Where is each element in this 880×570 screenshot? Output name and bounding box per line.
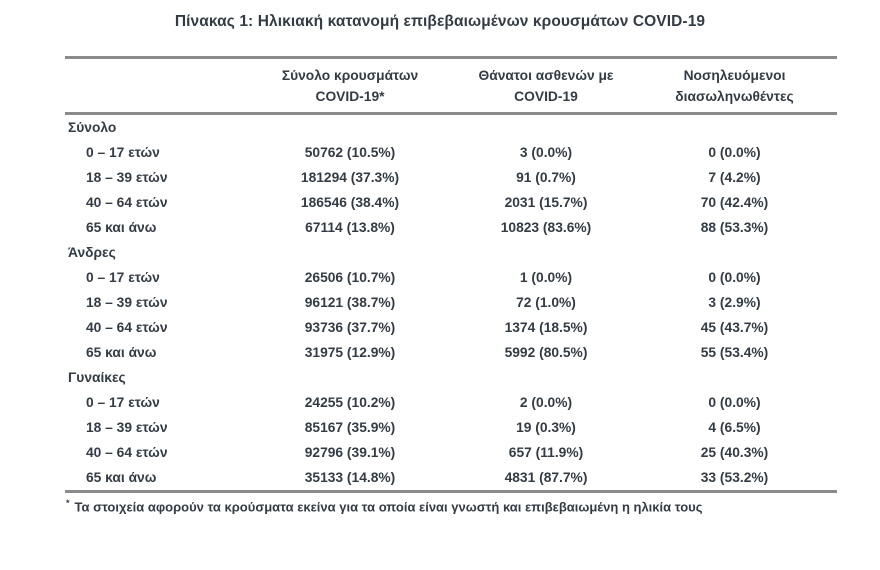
cases-value: 186546 (38.4%) — [300, 195, 400, 210]
section-label: Γυναίκες — [68, 370, 126, 385]
intubated-value: 33 (53.2%) — [700, 470, 769, 485]
section-row: Σύνολο — [65, 114, 837, 141]
age-group-label: 40 – 64 ετών — [86, 445, 168, 460]
cases-value: 31975 (12.9%) — [304, 345, 396, 360]
deaths-value: 91 (0.7%) — [516, 170, 576, 185]
table-row: 65 και άνω 67114 (13.8%) 10823 (83.6%) 8… — [65, 215, 837, 240]
table-row: 0 – 17 ετών 24255 (10.2%) 2 (0.0%) 0 (0.… — [65, 390, 837, 415]
intubated-value: 45 (43.7%) — [700, 320, 769, 335]
section-row: Άνδρες — [65, 240, 837, 265]
intubated-value: 0 (0.0%) — [708, 270, 761, 285]
deaths-value: 72 (1.0%) — [516, 295, 576, 310]
age-group-label: 40 – 64 ετών — [86, 195, 168, 210]
age-distribution-table: Σύνολο κρουσμάτων COVID-19* Θάνατοι ασθε… — [65, 56, 837, 493]
section-row: Γυναίκες — [65, 365, 837, 390]
cases-value: 96121 (38.7%) — [304, 295, 396, 310]
intubated-value: 55 (53.4%) — [700, 345, 769, 360]
header-row: Σύνολο κρουσμάτων COVID-19* Θάνατοι ασθε… — [65, 57, 837, 115]
intubated-value: 4 (6.5%) — [708, 420, 761, 435]
cases-value: 92796 (39.1%) — [304, 445, 396, 460]
table-row: 0 – 17 ετών 26506 (10.7%) 1 (0.0%) 0 (0.… — [65, 265, 837, 290]
table-row: 18 – 39 ετών 85167 (35.9%) 19 (0.3%) 4 (… — [65, 415, 837, 440]
table-row: 40 – 64 ετών 93736 (37.7%) 1374 (18.5%) … — [65, 315, 837, 340]
deaths-value: 1374 (18.5%) — [504, 320, 588, 335]
cases-value: 67114 (13.8%) — [305, 220, 395, 235]
cases-value: 93736 (37.7%) — [304, 320, 396, 335]
deaths-value: 3 (0.0%) — [519, 145, 573, 160]
table-row: 65 και άνω 31975 (12.9%) 5992 (80.5%) 55… — [65, 340, 837, 365]
header-spacer — [65, 57, 240, 115]
cases-value: 50762 (10.5%) — [304, 145, 396, 160]
intubated-value: 88 (53.3%) — [700, 220, 769, 235]
table-row: 65 και άνω 35133 (14.8%) 4831 (87.7%) 33… — [65, 465, 837, 492]
age-group-label: 65 και άνω — [86, 345, 157, 360]
deaths-value: 1 (0.0%) — [519, 270, 573, 285]
intubated-value: 25 (40.3%) — [700, 445, 769, 460]
header-total-cases: Σύνολο κρουσμάτων COVID-19* — [240, 57, 460, 115]
cases-value: 85167 (35.9%) — [304, 420, 396, 435]
header-intubated: Νοσηλευόμενοι διασωληνωθέντες — [632, 57, 837, 115]
table-row: 40 – 64 ετών 186546 (38.4%) 2031 (15.7%)… — [65, 190, 837, 215]
intubated-value: 3 (2.9%) — [708, 295, 761, 310]
age-group-label: 0 – 17 ετών — [86, 270, 160, 285]
age-group-label: 18 – 39 ετών — [86, 420, 168, 435]
section-label: Σύνολο — [68, 120, 117, 135]
intubated-value: 0 (0.0%) — [708, 145, 761, 160]
cases-value: 35133 (14.8%) — [304, 470, 396, 485]
cases-value: 181294 (37.3%) — [300, 170, 400, 185]
table-row: 40 – 64 ετών 92796 (39.1%) 657 (11.9%) 2… — [65, 440, 837, 465]
footnote-asterisk: * — [66, 498, 70, 508]
footnote-text: Τα στοιχεία αφορούν τα κρούσματα εκείνα … — [74, 499, 703, 515]
deaths-value: 2031 (15.7%) — [504, 195, 588, 210]
page-title: Πίνακας 1: Ηλικιακή κατανομή επιβεβαιωμέ… — [174, 13, 706, 30]
header-deaths: Θάνατοι ασθενών με COVID-19 — [460, 57, 632, 115]
age-group-label: 65 και άνω — [86, 470, 157, 485]
intubated-value: 0 (0.0%) — [708, 395, 761, 410]
age-group-label: 18 – 39 ετών — [86, 170, 168, 185]
age-group-label: 0 – 17 ετών — [86, 145, 160, 160]
intubated-value: 7 (4.2%) — [708, 170, 761, 185]
table-row: 18 – 39 ετών 181294 (37.3%) 91 (0.7%) 7 … — [65, 165, 837, 190]
deaths-value: 5992 (80.5%) — [504, 345, 588, 360]
deaths-value: 657 (11.9%) — [508, 445, 584, 460]
footnote: * Τα στοιχεία αφορούν τα κρούσματα εκείνα… — [66, 498, 838, 514]
deaths-value: 10823 (83.6%) — [500, 220, 592, 235]
deaths-value: 4831 (87.7%) — [504, 470, 588, 485]
age-group-label: 18 – 39 ετών — [86, 295, 168, 310]
age-group-label: 0 – 17 ετών — [86, 395, 160, 410]
cases-value: 26506 (10.7%) — [304, 270, 396, 285]
age-group-label: 65 και άνω — [86, 220, 157, 235]
age-group-label: 40 – 64 ετών — [86, 320, 168, 335]
cases-value: 24255 (10.2%) — [304, 395, 396, 410]
intubated-value: 70 (42.4%) — [700, 195, 769, 210]
section-label: Άνδρες — [68, 245, 116, 260]
table-row: 18 – 39 ετών 96121 (38.7%) 72 (1.0%) 3 (… — [65, 290, 837, 315]
deaths-value: 2 (0.0%) — [519, 395, 573, 410]
deaths-value: 19 (0.3%) — [516, 420, 576, 435]
table-row: 0 – 17 ετών 50762 (10.5%) 3 (0.0%) 0 (0.… — [65, 140, 837, 165]
